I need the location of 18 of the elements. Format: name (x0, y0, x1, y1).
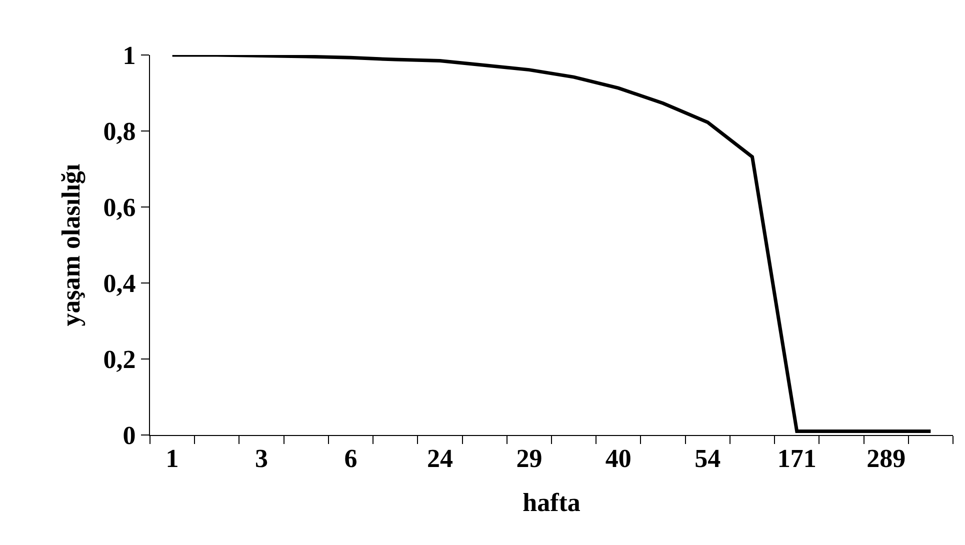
line-series (170, 55, 932, 433)
x-tick-label: 54 (694, 444, 721, 474)
y-tick-label: 0 (122, 421, 136, 450)
x-tick-label: 289 (866, 444, 906, 474)
x-tick-label: 171 (777, 444, 816, 474)
y-tick-label: 0,2 (103, 345, 136, 374)
x-axis-title: hafta (522, 488, 580, 517)
y-axis-title: yaşam olasılığı (56, 164, 86, 326)
y-tick-label: 0,8 (103, 117, 136, 146)
y-tick-label: 0,6 (103, 193, 136, 222)
y-tick-label: 0,4 (103, 269, 136, 298)
x-tick-label: 24 (426, 444, 453, 474)
x-tick-label: 1 (166, 444, 179, 474)
x-tick-label: 40 (605, 444, 632, 474)
x-tick-label: 3 (255, 444, 268, 474)
x-tick-label: 6 (344, 444, 358, 474)
x-tick-label: 29 (516, 444, 542, 474)
y-tick-label: 1 (122, 41, 136, 70)
